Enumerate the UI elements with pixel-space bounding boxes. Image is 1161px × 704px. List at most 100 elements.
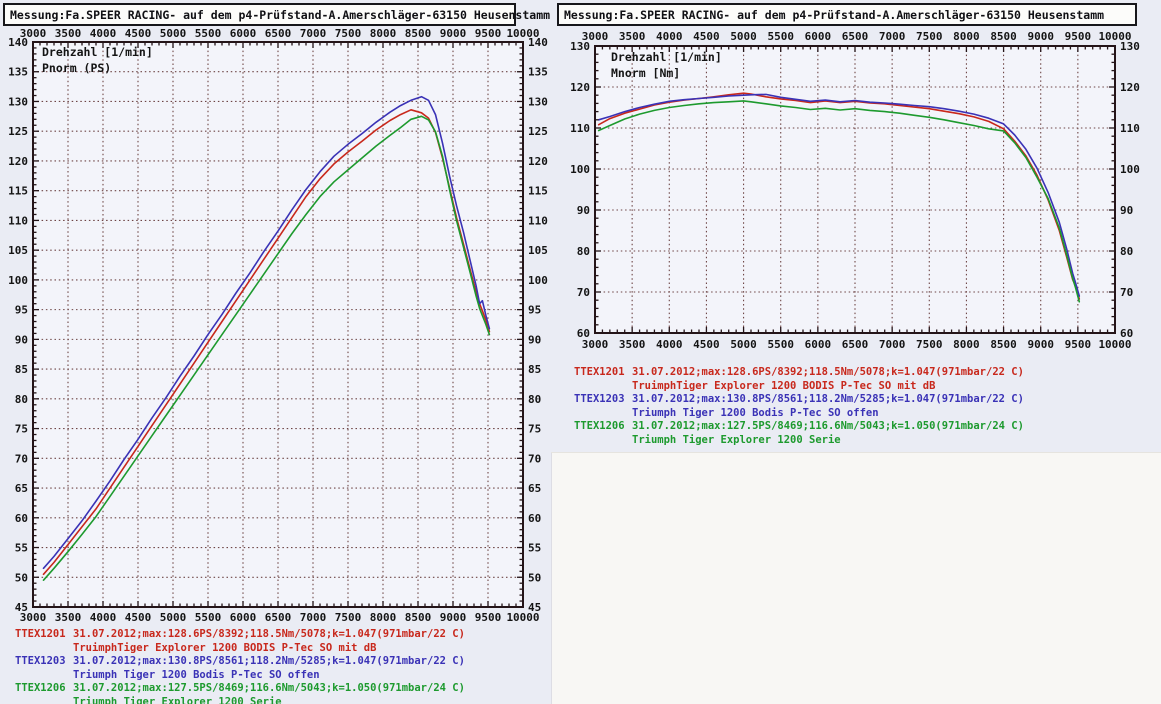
svg-text:90: 90 <box>528 333 541 346</box>
svg-text:120: 120 <box>570 81 590 94</box>
legend-indent <box>574 380 632 394</box>
svg-text:135: 135 <box>8 66 28 79</box>
svg-text:130: 130 <box>1120 40 1140 53</box>
svg-text:4500: 4500 <box>693 338 720 351</box>
svg-text:8500: 8500 <box>405 611 432 624</box>
legend-run-id: TTEX1206 <box>574 420 625 433</box>
svg-text:90: 90 <box>577 204 590 217</box>
svg-text:7500: 7500 <box>335 611 362 624</box>
svg-text:60: 60 <box>1120 327 1133 340</box>
svg-text:80: 80 <box>15 393 28 406</box>
power-chart-sheet: Messung:Fa.SPEER RACING- auf dem p4-Prüf… <box>0 0 552 704</box>
svg-text:105: 105 <box>8 244 28 257</box>
legend-indent <box>15 669 73 683</box>
svg-text:5000: 5000 <box>730 338 757 351</box>
legend-entry: TruimphTiger Explorer 1200 BODIS P-Tec S… <box>574 380 1024 394</box>
svg-text:125: 125 <box>528 125 548 138</box>
svg-text:65: 65 <box>15 482 28 495</box>
svg-text:120: 120 <box>1120 81 1140 94</box>
legend-run-name: Triumph Tiger Explorer 1200 Serie <box>632 433 841 446</box>
legend-run-id: TTEX1201 <box>15 628 66 640</box>
svg-text:60: 60 <box>577 327 590 340</box>
svg-text:7500: 7500 <box>916 338 943 351</box>
svg-text:3000: 3000 <box>582 30 609 43</box>
measurement-header: Messung:Fa.SPEER RACING- auf dem p4-Prüf… <box>557 3 1137 26</box>
svg-text:3500: 3500 <box>55 611 82 624</box>
torque-chart: 3000 3000 3500 3500 4000 4000 4500 4500 5000 5000… <box>570 30 1140 351</box>
svg-text:100: 100 <box>528 274 548 287</box>
legend-entry: TTEX1203 31.07.2012;max:130.8PS/8561;118… <box>574 393 1024 407</box>
svg-text:60: 60 <box>528 512 541 525</box>
svg-text:5500: 5500 <box>767 30 794 43</box>
svg-text:110: 110 <box>570 122 590 135</box>
svg-text:55: 55 <box>528 542 541 555</box>
svg-text:7500: 7500 <box>916 30 943 43</box>
svg-text:115: 115 <box>528 185 548 198</box>
legend-run-id: TTEX1201 <box>574 366 625 378</box>
legend-entry: Triumph Tiger Explorer 1200 Serie <box>15 696 465 704</box>
legend-entry: TTEX1201 31.07.2012;max:128.6PS/8392;118… <box>574 366 1024 380</box>
svg-text:5000: 5000 <box>160 611 187 624</box>
svg-text:8000: 8000 <box>953 30 980 43</box>
svg-text:5000: 5000 <box>730 30 757 43</box>
svg-text:6000: 6000 <box>805 30 832 43</box>
measurement-header: Messung:Fa.SPEER RACING- auf dem p4-Prüf… <box>3 3 550 26</box>
svg-text:9500: 9500 <box>1065 30 1092 43</box>
legend-run-name: Triumph Tiger 1200 Bodis P-Tec SO offen <box>73 668 320 681</box>
svg-text:8500: 8500 <box>990 30 1017 43</box>
svg-text:70: 70 <box>528 452 541 465</box>
svg-text:75: 75 <box>528 423 541 436</box>
svg-text:100: 100 <box>8 274 28 287</box>
svg-text:105: 105 <box>528 244 548 257</box>
svg-text:125: 125 <box>8 125 28 138</box>
svg-text:130: 130 <box>8 95 28 108</box>
svg-text:100: 100 <box>570 163 590 176</box>
svg-text:3000: 3000 <box>20 611 47 624</box>
svg-text:4000: 4000 <box>656 338 683 351</box>
svg-text:80: 80 <box>528 393 541 406</box>
svg-text:70: 70 <box>577 286 590 299</box>
svg-text:6500: 6500 <box>842 338 869 351</box>
legend-indent <box>574 434 632 448</box>
svg-text:3500: 3500 <box>619 338 646 351</box>
svg-text:7000: 7000 <box>879 30 906 43</box>
svg-text:140: 140 <box>528 36 548 49</box>
svg-text:Pnorm (PS): Pnorm (PS) <box>42 61 111 75</box>
svg-text:9500: 9500 <box>475 27 502 40</box>
svg-text:8000: 8000 <box>370 611 397 624</box>
svg-text:8000: 8000 <box>953 338 980 351</box>
svg-text:10000: 10000 <box>1098 30 1131 43</box>
svg-text:8500: 8500 <box>990 338 1017 351</box>
svg-text:6000: 6000 <box>805 338 832 351</box>
svg-text:5500: 5500 <box>195 27 222 40</box>
svg-text:7000: 7000 <box>879 338 906 351</box>
legend-entry: Triumph Tiger 1200 Bodis P-Tec SO offen <box>15 669 465 683</box>
legend-entry: TTEX1206 31.07.2012;max:127.5PS/8469;116… <box>574 420 1024 434</box>
legend-indent <box>15 642 73 656</box>
svg-text:45: 45 <box>15 601 28 614</box>
svg-text:95: 95 <box>15 304 28 317</box>
svg-text:3000: 3000 <box>20 27 47 40</box>
svg-text:4500: 4500 <box>693 30 720 43</box>
power-chart-legend: TTEX1201 31.07.2012;max:128.6PS/8392;118… <box>15 628 465 704</box>
svg-text:115: 115 <box>8 185 28 198</box>
legend-run-name: TruimphTiger Explorer 1200 BODIS P-Tec S… <box>632 379 936 392</box>
legend-entry: TTEX1201 31.07.2012;max:128.6PS/8392;118… <box>15 628 465 642</box>
svg-text:80: 80 <box>1120 245 1133 258</box>
svg-text:70: 70 <box>15 452 28 465</box>
svg-text:6500: 6500 <box>265 611 292 624</box>
svg-text:5500: 5500 <box>767 338 794 351</box>
svg-text:8000: 8000 <box>370 27 397 40</box>
legend-run-name: Triumph Tiger Explorer 1200 Serie <box>73 695 282 704</box>
svg-text:8500: 8500 <box>405 27 432 40</box>
svg-text:9000: 9000 <box>1027 338 1054 351</box>
svg-text:110: 110 <box>8 214 28 227</box>
legend-run-stats: 31.07.2012;max:130.8PS/8561;118.2Nm/5285… <box>632 393 1024 406</box>
torque-chart-sheet: Messung:Fa.SPEER RACING- auf dem p4-Prüf… <box>551 0 1161 453</box>
svg-text:135: 135 <box>528 66 548 79</box>
svg-text:Mnorm [Nm]: Mnorm [Nm] <box>611 66 680 80</box>
legend-run-name: Triumph Tiger 1200 Bodis P-Tec SO offen <box>632 406 879 419</box>
svg-text:4500: 4500 <box>125 611 152 624</box>
legend-entry: TTEX1206 31.07.2012;max:127.5PS/8469;116… <box>15 682 465 696</box>
legend-indent <box>15 696 73 704</box>
